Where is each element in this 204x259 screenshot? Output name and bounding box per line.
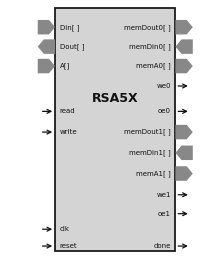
Bar [55, 8, 175, 251]
Polygon shape [175, 146, 193, 160]
Text: memA1[ ]: memA1[ ] [136, 170, 171, 177]
Polygon shape [38, 39, 55, 54]
Text: write: write [60, 129, 77, 135]
Polygon shape [175, 59, 193, 73]
Text: RSA5X: RSA5X [92, 92, 139, 105]
Text: clk: clk [60, 226, 70, 232]
Text: done: done [154, 243, 171, 249]
Text: reset: reset [60, 243, 77, 249]
Text: Din[ ]: Din[ ] [60, 24, 79, 31]
Text: Dout[ ]: Dout[ ] [60, 43, 84, 50]
Polygon shape [38, 20, 55, 34]
Polygon shape [175, 125, 193, 139]
Polygon shape [175, 39, 193, 54]
Text: memDin0[ ]: memDin0[ ] [129, 43, 171, 50]
Polygon shape [38, 59, 55, 73]
Text: memDout0[ ]: memDout0[ ] [124, 24, 171, 31]
Text: we0: we0 [156, 83, 171, 89]
Text: memDout1[ ]: memDout1[ ] [124, 129, 171, 135]
Text: oe1: oe1 [158, 211, 171, 217]
Text: read: read [60, 108, 75, 114]
Text: we1: we1 [156, 192, 171, 198]
Text: memA0[ ]: memA0[ ] [136, 63, 171, 69]
Text: A[]: A[] [60, 63, 70, 69]
Polygon shape [175, 166, 193, 181]
Text: oe0: oe0 [158, 108, 171, 114]
Polygon shape [175, 20, 193, 34]
Text: memDin1[ ]: memDin1[ ] [129, 149, 171, 156]
